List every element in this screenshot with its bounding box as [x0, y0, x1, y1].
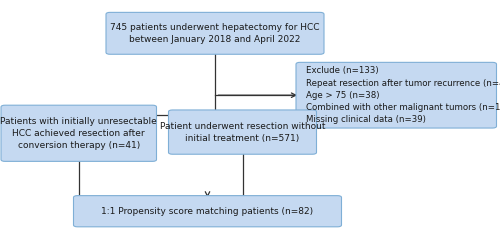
Text: Exclude (n=133)
Repeat resection after tumor recurrence (n=43)
Age > 75 (n=38)
C: Exclude (n=133) Repeat resection after t… [306, 66, 500, 124]
Text: Patients with initially unresectable
HCC achieved resection after
conversion the: Patients with initially unresectable HCC… [0, 117, 157, 150]
FancyBboxPatch shape [296, 62, 496, 128]
Text: 1:1 Propensity score matching patients (n=82): 1:1 Propensity score matching patients (… [102, 207, 314, 216]
FancyBboxPatch shape [168, 110, 316, 154]
Text: Patient underwent resection without
initial treatment (n=571): Patient underwent resection without init… [160, 122, 325, 143]
FancyBboxPatch shape [1, 105, 156, 161]
FancyBboxPatch shape [74, 196, 342, 227]
FancyBboxPatch shape [106, 12, 324, 54]
Text: 745 patients underwent hepatectomy for HCC
between January 2018 and April 2022: 745 patients underwent hepatectomy for H… [110, 23, 320, 44]
